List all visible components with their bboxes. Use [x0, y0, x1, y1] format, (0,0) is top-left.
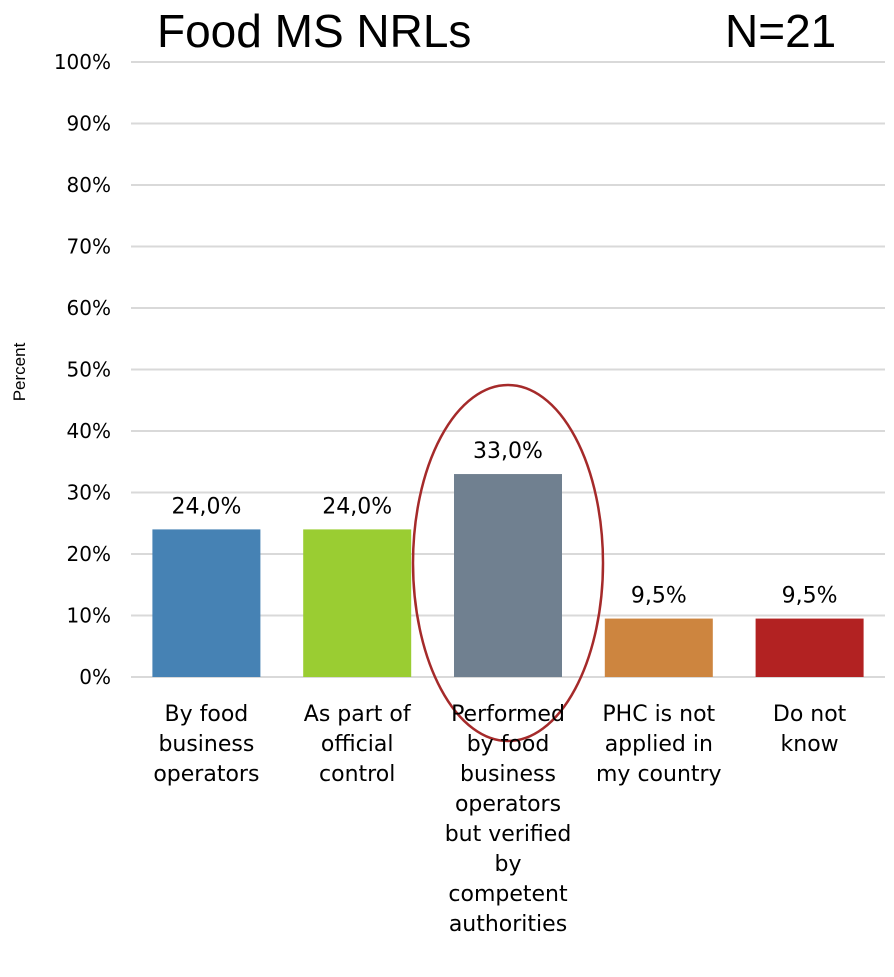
- bar: [604, 618, 713, 677]
- data-label: 24,0%: [171, 494, 241, 519]
- x-category-label: As part of official control: [303, 702, 411, 787]
- y-tick-label: 10%: [67, 604, 111, 628]
- x-category-label: By food business operators: [153, 702, 260, 787]
- x-category-label: PHC is not applied in my country: [596, 702, 722, 787]
- bar: [755, 618, 864, 677]
- x-category-label: Do not know: [772, 702, 847, 757]
- bar: [303, 529, 412, 677]
- highlight-ellipse: [411, 383, 605, 743]
- x-category-label: Performed by food business operators but…: [444, 702, 572, 937]
- data-label: 24,0%: [322, 494, 392, 519]
- y-tick-label: 50%: [67, 358, 111, 382]
- data-label: 33,0%: [473, 439, 543, 464]
- y-tick-label: 90%: [67, 112, 111, 136]
- y-tick-label: 100%: [54, 50, 111, 74]
- data-label: 9,5%: [782, 584, 838, 609]
- y-tick-label: 80%: [67, 173, 111, 197]
- y-tick-label: 0%: [79, 665, 111, 689]
- y-tick-label: 70%: [67, 235, 111, 259]
- y-tick-label: 60%: [67, 296, 111, 320]
- y-tick-label: 30%: [67, 481, 111, 505]
- y-tick-label: 20%: [67, 542, 111, 566]
- y-tick-label: 40%: [67, 419, 111, 443]
- chart-title: Food MS NRLs: [157, 5, 472, 57]
- bar: [454, 474, 562, 677]
- bar: [152, 529, 261, 677]
- sample-size-label: N=21: [725, 5, 837, 57]
- data-label: 9,5%: [631, 584, 687, 609]
